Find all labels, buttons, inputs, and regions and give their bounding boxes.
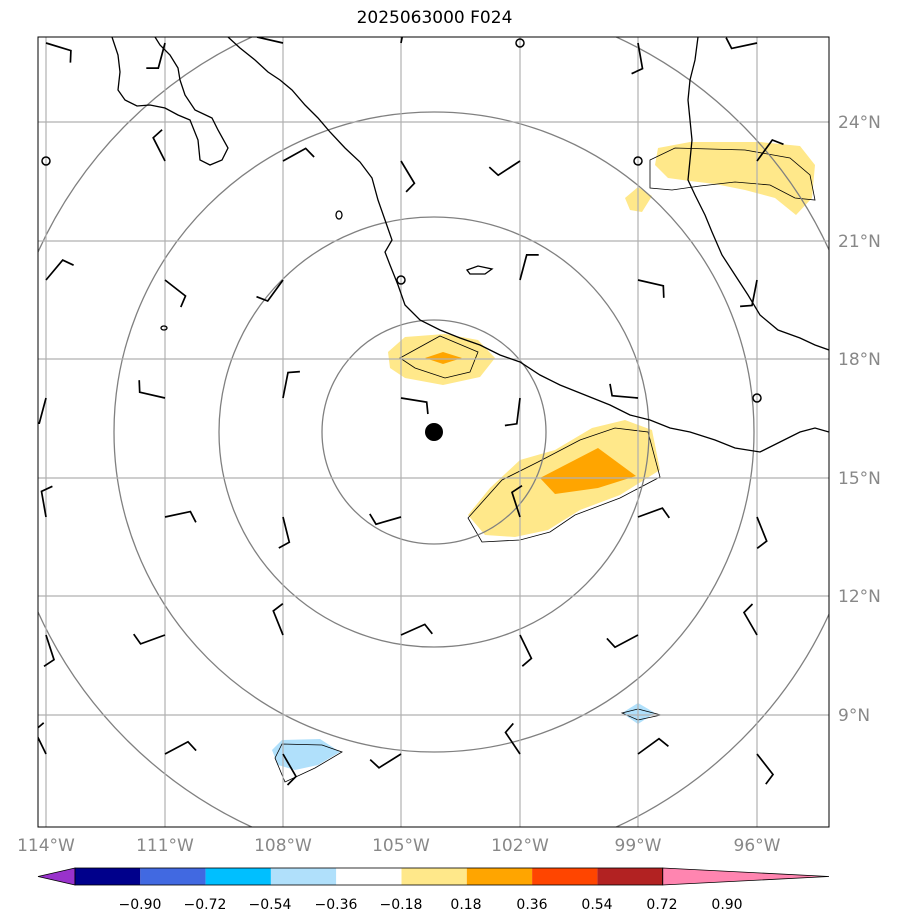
wind-barb [488, 160, 521, 177]
wind-barb [740, 279, 758, 308]
wind-barb [400, 160, 416, 193]
colorbar-bin [336, 868, 402, 885]
wind-barb [43, 634, 56, 668]
lon-tick-label: 96°W [734, 836, 781, 856]
colorbar-label: 0.18 [450, 897, 481, 913]
lat-tick-label: 12°N [838, 587, 881, 607]
colorbar-label: 0.90 [711, 897, 742, 913]
wind-barb [282, 147, 315, 162]
wind-barb [725, 37, 758, 50]
wind-barb [504, 397, 521, 427]
wind-barb [756, 138, 784, 162]
colorbar-label: −0.72 [184, 897, 227, 913]
colorbar-label: −0.90 [119, 897, 162, 913]
wind-barb [40, 485, 53, 518]
wind-barb [282, 753, 298, 786]
wind-barb [164, 510, 197, 523]
colorbar-bin [75, 868, 141, 885]
wind-barb [272, 603, 284, 636]
lat-tick-label: 24°N [838, 113, 881, 133]
wind-barb [606, 634, 639, 649]
coastlines [111, 37, 829, 453]
colorbar-arrow-low [37, 867, 76, 886]
wind-barb [152, 129, 166, 162]
colorbar-label: −0.18 [380, 897, 423, 913]
wind-barb [400, 397, 429, 415]
lon-tick-label: 111°W [136, 836, 194, 856]
wind-barb [519, 254, 539, 281]
calm-markers [41, 38, 762, 403]
lon-tick-label: 102°W [491, 836, 549, 856]
lat-tick-label: 15°N [838, 469, 881, 489]
colorbar-label: 0.36 [516, 897, 547, 913]
wind-barb [631, 42, 644, 75]
colorbar-arrow-high [662, 867, 830, 886]
range-ring-1 [321, 319, 547, 545]
colorbar [37, 867, 830, 886]
wind-barb [146, 42, 166, 69]
colorbar-bin [532, 868, 598, 885]
wind-barb [138, 380, 166, 399]
lon-tick-label: 99°W [615, 836, 662, 856]
wind-barb [45, 259, 74, 281]
colorbar-label: 0.72 [646, 897, 677, 913]
wind-barbs [38, 37, 784, 786]
map-frame [37, 36, 830, 828]
lat-tick-labels: 24°N 21°N 18°N 15°N 12°N 9°N [838, 113, 881, 726]
colorbar-bin [466, 868, 533, 885]
wind-barb [369, 753, 402, 769]
storm-center-marker [425, 423, 443, 441]
colorbar-label: −0.36 [315, 897, 358, 913]
wind-barb [637, 279, 665, 298]
colorbar-bin [270, 868, 337, 885]
colorbar-bin [205, 868, 271, 885]
lon-tick-label: 108°W [254, 836, 312, 856]
lon-tick-label: 114°W [17, 836, 75, 856]
lat-tick-label: 9°N [838, 706, 870, 726]
wind-barb [756, 753, 775, 785]
wind-barb [164, 740, 197, 755]
map-plot-area [38, 37, 829, 827]
wind-barb [504, 722, 521, 755]
wind-barb [38, 397, 47, 424]
wind-barb [369, 513, 402, 526]
wind-barb [519, 634, 533, 667]
grid-lines [38, 37, 829, 827]
lon-tick-labels: 114°W 111°W 108°W 105°W 102°W 99°W 96°W [17, 836, 781, 856]
colorbar-bin [401, 868, 467, 885]
lat-tick-label: 21°N [838, 232, 881, 252]
range-ring-3 [113, 111, 755, 753]
wind-barb [45, 42, 72, 63]
wind-barb [38, 722, 47, 755]
wind-barb [164, 279, 187, 308]
range-rings [38, 37, 829, 827]
range-ring-2 [218, 216, 650, 648]
wind-barb [637, 737, 669, 755]
positive-anomaly-se-core [540, 448, 636, 494]
colorbar-label: 0.54 [581, 897, 612, 913]
wind-barb [400, 623, 433, 636]
wind-barb [256, 279, 284, 303]
wind-barb [278, 516, 291, 549]
wind-barb [282, 370, 300, 399]
lon-tick-label: 105°W [372, 836, 430, 856]
wind-barb [609, 383, 639, 399]
colorbar-labels: −0.90 −0.72 −0.54 −0.36 −0.18 0.18 0.36 … [119, 897, 743, 913]
lat-tick-label: 18°N [838, 350, 881, 370]
wind-barb [637, 507, 670, 519]
wind-barb [510, 484, 523, 518]
wind-barb [133, 633, 166, 645]
positive-anomaly-ne [655, 142, 815, 215]
colorbar-bin [140, 868, 206, 885]
negative-anomaly-sw [272, 739, 340, 770]
colorbar-frame [74, 867, 664, 886]
map-title: 2025063000 F024 [356, 8, 513, 28]
wind-barb [756, 516, 768, 549]
colorbar-bin [597, 868, 663, 885]
colorbar-label: −0.54 [249, 897, 292, 913]
wind-barb [742, 603, 758, 636]
positive-anomaly-center-core [425, 352, 462, 364]
